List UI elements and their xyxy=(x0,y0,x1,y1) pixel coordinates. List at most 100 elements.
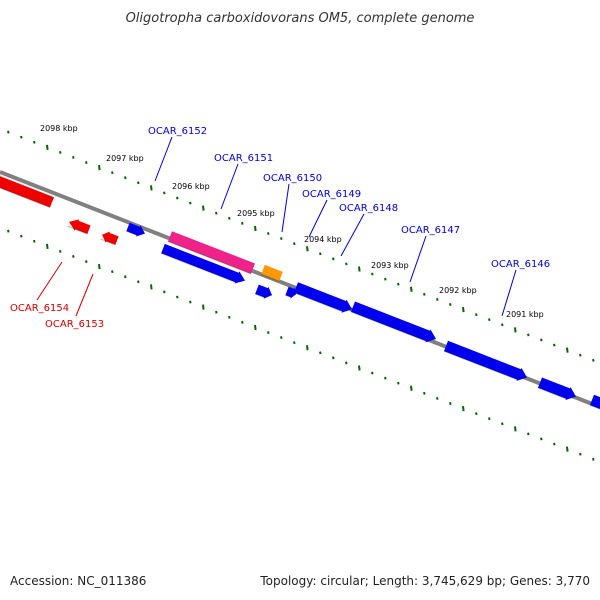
tick-mark xyxy=(202,205,205,211)
tick-mark xyxy=(163,290,166,294)
tick-mark xyxy=(475,412,478,416)
gene-arrow-6148 xyxy=(294,282,352,313)
scale-label: 2096 kbp xyxy=(172,182,210,191)
tick-mark xyxy=(371,272,374,276)
tick-mark xyxy=(202,304,205,310)
tick-mark xyxy=(150,284,153,290)
tick-mark xyxy=(488,318,491,322)
tick-mark xyxy=(7,130,10,134)
tick-mark xyxy=(267,232,270,235)
tick-mark xyxy=(254,324,257,331)
tick-mark xyxy=(501,422,504,426)
tick-mark xyxy=(215,211,218,215)
tick-mark xyxy=(254,225,257,232)
tick-mark xyxy=(306,345,309,351)
tick-mark xyxy=(553,442,556,446)
tick-mark xyxy=(163,191,166,195)
tick-mark xyxy=(280,237,283,241)
tick-mark xyxy=(553,343,556,347)
gene-arrow-6155-edge xyxy=(0,187,51,208)
gene-bar-6151-edge xyxy=(167,240,252,275)
gene-label: OCAR_6154 xyxy=(10,303,69,314)
tick-mark xyxy=(488,417,491,421)
gene-arrow-6148a xyxy=(285,286,296,299)
tick-mark xyxy=(267,331,270,334)
gene-label: OCAR_6147 xyxy=(401,225,460,236)
tick-mark xyxy=(345,361,348,365)
tick-mark xyxy=(384,277,387,281)
tick-mark xyxy=(397,381,400,385)
leader-line xyxy=(75,273,94,317)
gene-arrow-6146-edge xyxy=(443,350,518,381)
tick-mark xyxy=(293,341,296,345)
tick-mark xyxy=(228,315,231,319)
gene-arrow-6155 xyxy=(0,174,54,208)
tick-mark xyxy=(59,249,62,253)
tick-mark xyxy=(501,323,504,327)
gene-arrow-6149 xyxy=(255,284,272,299)
tick-mark xyxy=(319,252,322,256)
tick-mark xyxy=(33,140,36,144)
gene-arrow-6145-edge xyxy=(537,387,567,400)
tick-mark xyxy=(566,446,569,452)
tick-mark xyxy=(423,292,426,296)
gene-arrow-6146 xyxy=(444,340,527,381)
tick-mark xyxy=(397,282,400,286)
tick-mark xyxy=(319,351,322,355)
tick-mark xyxy=(358,365,361,371)
tick-mark xyxy=(579,452,582,456)
gene-label: OCAR_6146 xyxy=(491,259,550,270)
tick-mark xyxy=(20,234,23,238)
tick-mark xyxy=(306,246,309,252)
tick-mark xyxy=(124,275,127,279)
tick-mark xyxy=(527,333,530,337)
gene-label: OCAR_6150 xyxy=(263,173,322,184)
gene-label: OCAR_6153 xyxy=(45,319,104,330)
leader-line xyxy=(220,163,239,210)
gene-bar-6151 xyxy=(168,231,255,274)
tick-mark xyxy=(527,432,530,436)
gene-arrow-6148a-edge xyxy=(285,294,291,298)
gene-arrow-6144 xyxy=(590,394,600,409)
leader-line xyxy=(501,269,517,317)
gene-arrow-6151 xyxy=(161,243,245,284)
tick-mark xyxy=(475,313,478,317)
tick-mark xyxy=(449,303,452,306)
tick-mark xyxy=(540,338,543,342)
leader-line xyxy=(36,261,63,301)
tick-mark xyxy=(332,356,335,360)
gene-labels: OCAR_6152 OCAR_6151 OCAR_6150 OCAR_6149 OCAR… xyxy=(10,126,550,330)
tick-mark xyxy=(592,457,595,461)
gene-arrow-6144-edge xyxy=(589,404,600,410)
tick-mark xyxy=(85,260,88,263)
tick-mark xyxy=(111,270,114,274)
tick-mark xyxy=(540,437,543,441)
gene-arrow-6151-edge xyxy=(160,252,236,283)
tick-mark xyxy=(371,371,374,375)
gene-bar-6150 xyxy=(261,264,283,282)
gene-label: OCAR_6149 xyxy=(302,189,361,200)
tick-mark xyxy=(228,216,231,220)
scale-label: 2098 kbp xyxy=(40,124,78,133)
genome-summary: Topology: circular; Length: 3,745,629 bp… xyxy=(260,574,590,588)
gene-features xyxy=(0,174,600,410)
gene-arrow-6147 xyxy=(351,301,436,343)
gene-arrow-6153-edge xyxy=(100,238,116,246)
gene-arrow-6152 xyxy=(126,222,145,237)
tick-mark xyxy=(124,176,127,180)
tick-mark xyxy=(189,201,192,205)
scale-label: 2095 kbp xyxy=(237,209,275,218)
tick-mark xyxy=(98,164,101,171)
gene-arrow-6154-edge xyxy=(67,225,88,235)
scale-label: 2091 kbp xyxy=(506,310,544,319)
tick-mark xyxy=(72,255,75,258)
tick-mark xyxy=(7,229,10,233)
tick-mark xyxy=(384,376,387,380)
tick-mark xyxy=(592,358,595,362)
tick-mark xyxy=(59,150,62,154)
tick-mark xyxy=(137,280,140,284)
scale-label: 2097 kbp xyxy=(106,154,144,163)
leader-line xyxy=(409,235,427,283)
leader-line xyxy=(308,199,328,238)
